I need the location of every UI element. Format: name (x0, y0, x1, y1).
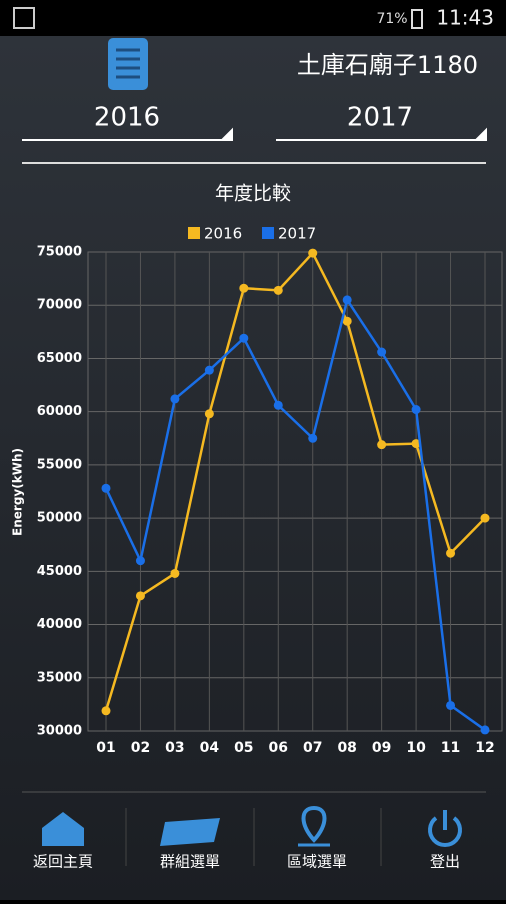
y-tick-label: 35000 (37, 670, 82, 685)
data-point (273, 285, 283, 295)
y-tick-label: 70000 (37, 298, 82, 313)
x-tick-label: 01 (96, 740, 115, 756)
data-point (273, 400, 283, 410)
y-tick-label: 30000 (37, 724, 82, 739)
y-tick-label: 45000 (37, 564, 82, 579)
battery-icon (411, 9, 423, 29)
status-bar (0, 0, 506, 36)
x-tick-label: 05 (234, 740, 253, 756)
data-point (204, 365, 214, 375)
data-point (308, 248, 318, 258)
x-tick-label: 11 (441, 740, 460, 756)
battery-text: 71% (376, 11, 407, 27)
x-tick-label: 03 (165, 740, 184, 756)
data-point (480, 725, 490, 735)
nav-label[interactable]: 返回主頁 (33, 853, 93, 871)
x-tick-label: 12 (475, 740, 494, 756)
data-point (170, 568, 180, 578)
data-point (101, 483, 111, 493)
data-point (377, 440, 387, 450)
gallery-icon (13, 7, 35, 29)
nav-icons (42, 805, 462, 847)
x-tick-label: 10 (406, 740, 426, 756)
data-point (135, 556, 145, 566)
x-tick-label: 07 (303, 740, 322, 756)
data-point (342, 295, 352, 305)
data-point (446, 548, 456, 558)
y-tick-label: 65000 (37, 351, 82, 366)
data-point (446, 700, 456, 710)
site-name: 土庫石廟子1180 (297, 51, 478, 79)
nav-label[interactable]: 登出 (430, 853, 460, 871)
y-tick-label: 55000 (37, 457, 82, 472)
data-point (308, 433, 318, 443)
clock: 11:43 (436, 6, 494, 30)
x-tick-label: 09 (372, 740, 391, 756)
y-tick-label: 40000 (37, 617, 82, 632)
x-tick-label: 04 (200, 740, 220, 756)
data-point (101, 706, 111, 716)
menu-icon[interactable] (108, 38, 148, 90)
data-point (239, 333, 249, 343)
series-line (104, 296, 486, 731)
year-dropdown-b[interactable]: 2017 (347, 103, 413, 133)
legend-swatch (262, 227, 274, 239)
data-point (239, 283, 249, 293)
y-tick-label: 75000 (37, 245, 82, 260)
legend-label: 2016 (204, 225, 242, 243)
y-axis-label: Energy(kWh) (11, 448, 25, 536)
data-point (480, 513, 490, 523)
x-tick-label: 02 (131, 740, 150, 756)
legend-label: 2017 (278, 225, 316, 243)
data-point (135, 591, 145, 601)
data-point (377, 347, 387, 357)
data-point (411, 405, 421, 415)
data-point (342, 316, 352, 326)
nav-label[interactable]: 群組選單 (160, 853, 220, 871)
data-point (204, 409, 214, 419)
data-point (411, 439, 421, 449)
nav-label[interactable]: 區域選單 (287, 853, 347, 871)
chart-title: 年度比較 (215, 183, 291, 205)
year-dropdown-a[interactable]: 2016 (94, 103, 160, 133)
y-tick-label: 60000 (37, 404, 82, 419)
data-point (170, 394, 180, 404)
legend-swatch (188, 227, 200, 239)
y-tick-label: 50000 (37, 511, 82, 526)
x-tick-label: 06 (269, 740, 288, 756)
x-tick-label: 08 (337, 740, 356, 756)
